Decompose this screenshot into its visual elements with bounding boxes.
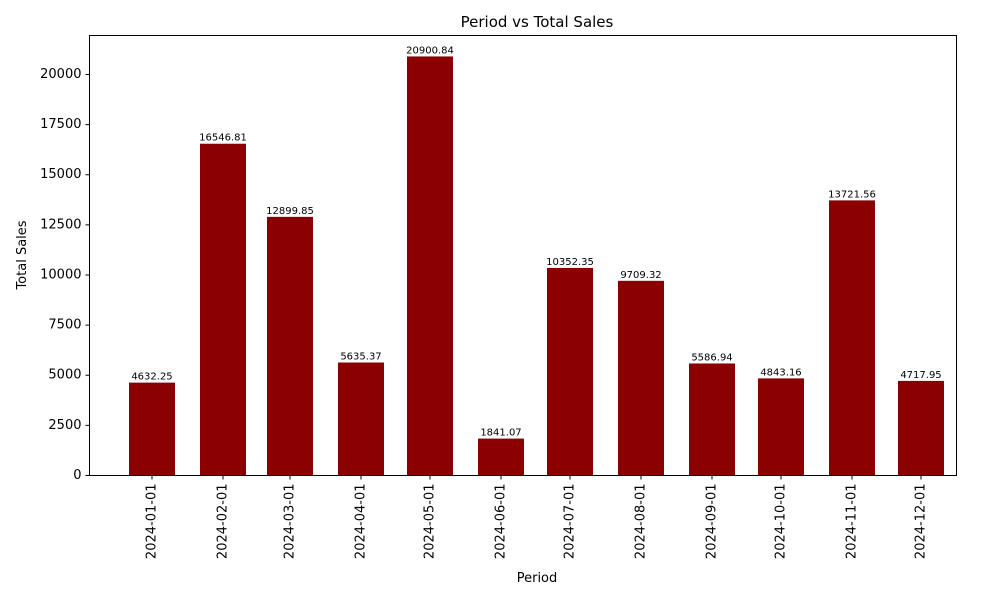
data-label: 5586.94 [691,352,732,363]
bar-2024-07-01 [547,267,593,476]
plot-frame [89,35,957,476]
y-tick-label: 20000 [40,67,81,82]
x-tick-label: 2024-04-01 [354,484,369,560]
x-tick-label: 2024-08-01 [634,484,649,560]
bar-2024-12-01 [898,380,944,476]
data-label: 5635.37 [340,352,381,363]
y-tick-label: 10000 [40,267,81,282]
data-label: 9709.32 [620,270,661,281]
data-label: 16546.81 [199,133,247,144]
x-tick-label: 2024-01-01 [145,484,160,560]
bars-group: 4632.25 16546.81 12899.85 5635.37 20900.84 18… [129,45,944,476]
x-tick-label: 2024-07-01 [563,484,578,560]
bar-2024-09-01 [689,363,735,476]
y-axis-label: Total Sales [15,220,30,290]
data-label: 10352.35 [546,257,594,268]
data-label: 1841.07 [480,428,521,439]
bar-2024-03-01 [267,216,313,476]
y-tick-label: 12500 [40,217,81,232]
y-tick-label: 0 [73,468,81,483]
x-axis: 2024-01-01 2024-02-01 2024-03-01 2024-04-01… [145,475,929,560]
x-tick-label: 2024-05-01 [423,484,438,560]
x-tick-label: 2024-06-01 [494,484,509,560]
y-tick-label: 15000 [40,167,81,182]
bar-2024-04-01 [338,362,384,476]
chart-title: Period vs Total Sales [461,13,614,31]
x-tick-label: 2024-09-01 [705,484,720,560]
bar-2024-01-01 [129,382,175,476]
bar-2024-02-01 [200,143,246,476]
x-tick-label: 2024-10-01 [774,484,789,560]
data-label: 20900.84 [406,45,454,56]
bar-2024-05-01 [407,56,453,476]
x-axis-label: Period [517,571,558,586]
y-tick-label: 17500 [40,117,81,132]
data-label: 4843.16 [760,367,801,378]
data-label: 4717.95 [900,370,941,381]
data-label: 13721.56 [828,189,876,200]
x-tick-label: 2024-12-01 [914,484,929,560]
x-tick-label: 2024-03-01 [283,484,298,560]
bar-2024-10-01 [758,378,804,476]
bar-2024-06-01 [478,438,524,476]
y-axis: 0 2500 5000 7500 10000 12500 15000 17500 20000 [40,67,90,483]
y-tick-label: 7500 [48,318,81,333]
bar-2024-08-01 [618,280,664,476]
data-label: 4632.25 [131,372,172,383]
x-tick-label: 2024-11-01 [845,484,860,560]
x-tick-label: 2024-02-01 [216,484,231,560]
y-tick-label: 2500 [48,418,81,433]
bar-2024-11-01 [829,200,875,476]
y-tick-label: 5000 [48,368,81,383]
data-label: 12899.85 [266,206,314,217]
